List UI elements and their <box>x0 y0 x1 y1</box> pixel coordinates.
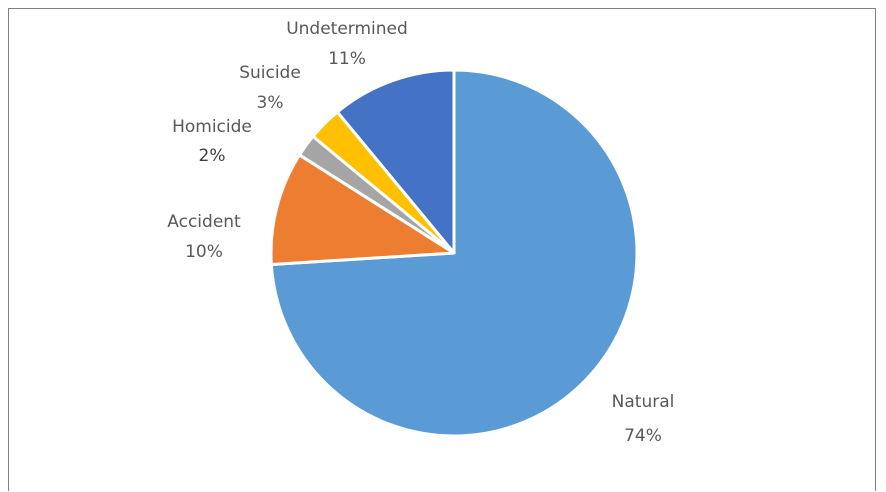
pie-slices <box>269 68 639 438</box>
data-label-suicide-name: Suicide <box>239 63 301 83</box>
data-label-undetermined: Undetermined 11% <box>286 19 408 69</box>
pie-slice-accident <box>269 153 456 266</box>
pie-slice-undetermined <box>335 68 456 255</box>
data-label-natural-pct: 74% <box>624 426 662 446</box>
data-label-accident-pct: 10% <box>185 242 223 262</box>
data-label-homicide-pct: 2% <box>199 146 226 166</box>
data-label-suicide-pct: 3% <box>257 93 284 113</box>
data-label-suicide: Suicide 3% <box>239 63 301 113</box>
data-label-undetermined-pct: 11% <box>328 49 366 69</box>
data-label-accident-name: Accident <box>167 212 241 232</box>
data-label-accident: Accident 10% <box>167 212 241 262</box>
data-label-natural: Natural 74% <box>612 392 675 446</box>
data-label-homicide-name: Homicide <box>172 117 252 137</box>
data-label-homicide: Homicide 2% <box>172 117 252 166</box>
data-label-undetermined-name: Undetermined <box>286 19 408 39</box>
data-label-natural-name: Natural <box>612 392 675 412</box>
